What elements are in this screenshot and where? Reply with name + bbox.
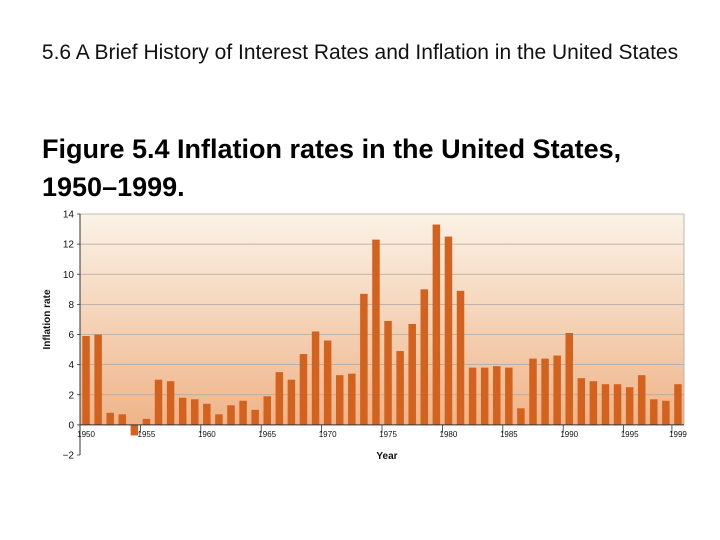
bar-1950 bbox=[82, 336, 90, 425]
bar-1988 bbox=[541, 358, 549, 425]
bar-1996 bbox=[637, 375, 646, 425]
bar-1954 bbox=[130, 424, 139, 436]
y-tick-label: 12 bbox=[63, 240, 75, 251]
bar-1982 bbox=[468, 367, 477, 425]
bar-1992 bbox=[589, 381, 598, 425]
bar-1958 bbox=[178, 397, 187, 425]
bar-1978 bbox=[420, 289, 429, 425]
bars bbox=[82, 224, 682, 436]
x-tick-label: 1955 bbox=[138, 430, 156, 439]
x-axis-label: Year bbox=[376, 451, 397, 462]
bar-1984 bbox=[493, 366, 501, 425]
bar-1985 bbox=[505, 367, 513, 425]
y-axis-label: Inflation rate bbox=[42, 289, 53, 349]
bar-1963 bbox=[239, 400, 247, 425]
x-tick-label: 1999 bbox=[669, 430, 687, 439]
bar-1960 bbox=[203, 403, 211, 425]
x-tick-label: 1985 bbox=[500, 430, 518, 439]
bar-1959 bbox=[191, 399, 199, 425]
bar-1989 bbox=[553, 355, 561, 425]
axes: −2 0 2 4 6 8 10 12 14 1950 1955 1960 1965 1970 1975 198… bbox=[63, 210, 688, 462]
bar-1979 bbox=[432, 224, 441, 425]
x-tick-label: 1995 bbox=[621, 430, 639, 439]
bar-1999 bbox=[674, 384, 682, 425]
bar-1966 bbox=[275, 372, 284, 425]
x-tick-label: 1990 bbox=[560, 430, 578, 439]
bar-1972 bbox=[348, 373, 356, 425]
y-tick-label: 6 bbox=[68, 330, 74, 341]
bar-1976 bbox=[396, 351, 404, 425]
bar-1965 bbox=[263, 396, 271, 425]
bar-1980 bbox=[444, 236, 453, 425]
y-tick-label: 2 bbox=[68, 390, 74, 401]
bar-1974 bbox=[372, 239, 380, 425]
bar-1998 bbox=[662, 400, 670, 425]
figure-title: Figure 5.4 Inflation rates in the United… bbox=[42, 134, 622, 202]
y-tick-label: 10 bbox=[63, 270, 75, 281]
bar-1994 bbox=[613, 384, 622, 425]
bar-1995 bbox=[625, 387, 634, 425]
bar-1957 bbox=[166, 381, 175, 425]
bar-1962 bbox=[227, 405, 235, 425]
bar-1997 bbox=[650, 399, 658, 425]
bar-1956 bbox=[154, 379, 163, 425]
bar-1981 bbox=[456, 290, 465, 425]
slide-title: 5.6 A Brief History of Interest Rates an… bbox=[41, 41, 679, 64]
x-tick-label: 1975 bbox=[379, 430, 397, 439]
bar-1953 bbox=[118, 414, 127, 425]
gridlines bbox=[80, 213, 685, 425]
bar-1970 bbox=[323, 340, 332, 425]
y-tick-label: −2 bbox=[63, 451, 75, 462]
bar-1993 bbox=[601, 384, 610, 425]
bar-1991 bbox=[577, 378, 586, 425]
x-tick-label: 1980 bbox=[440, 430, 458, 439]
bar-1973 bbox=[360, 293, 368, 425]
bar-1968 bbox=[299, 354, 308, 425]
bar-1975 bbox=[384, 320, 392, 425]
bar-1977 bbox=[408, 323, 416, 425]
bar-1983 bbox=[480, 367, 489, 425]
x-tick-label: 1950 bbox=[77, 430, 95, 439]
y-tick-label: 14 bbox=[63, 210, 75, 221]
y-tick-label: 8 bbox=[68, 300, 74, 311]
bar-1987 bbox=[529, 358, 537, 425]
x-tick-label: 1965 bbox=[258, 430, 276, 439]
bar-1990 bbox=[565, 332, 573, 425]
bar-1961 bbox=[215, 414, 223, 425]
bar-1964 bbox=[251, 409, 259, 425]
bar-1986 bbox=[517, 408, 525, 425]
x-tick-label: 1960 bbox=[198, 430, 216, 439]
bar-1951 bbox=[94, 334, 102, 425]
bar-1955 bbox=[142, 418, 151, 425]
y-tick-label: 0 bbox=[68, 420, 74, 431]
bar-1971 bbox=[335, 375, 344, 425]
y-tick-label: 4 bbox=[68, 360, 74, 371]
x-tick-label: 1970 bbox=[319, 430, 337, 439]
bar-1967 bbox=[287, 379, 296, 425]
bar-1952 bbox=[106, 412, 114, 425]
bar-1969 bbox=[311, 331, 320, 425]
